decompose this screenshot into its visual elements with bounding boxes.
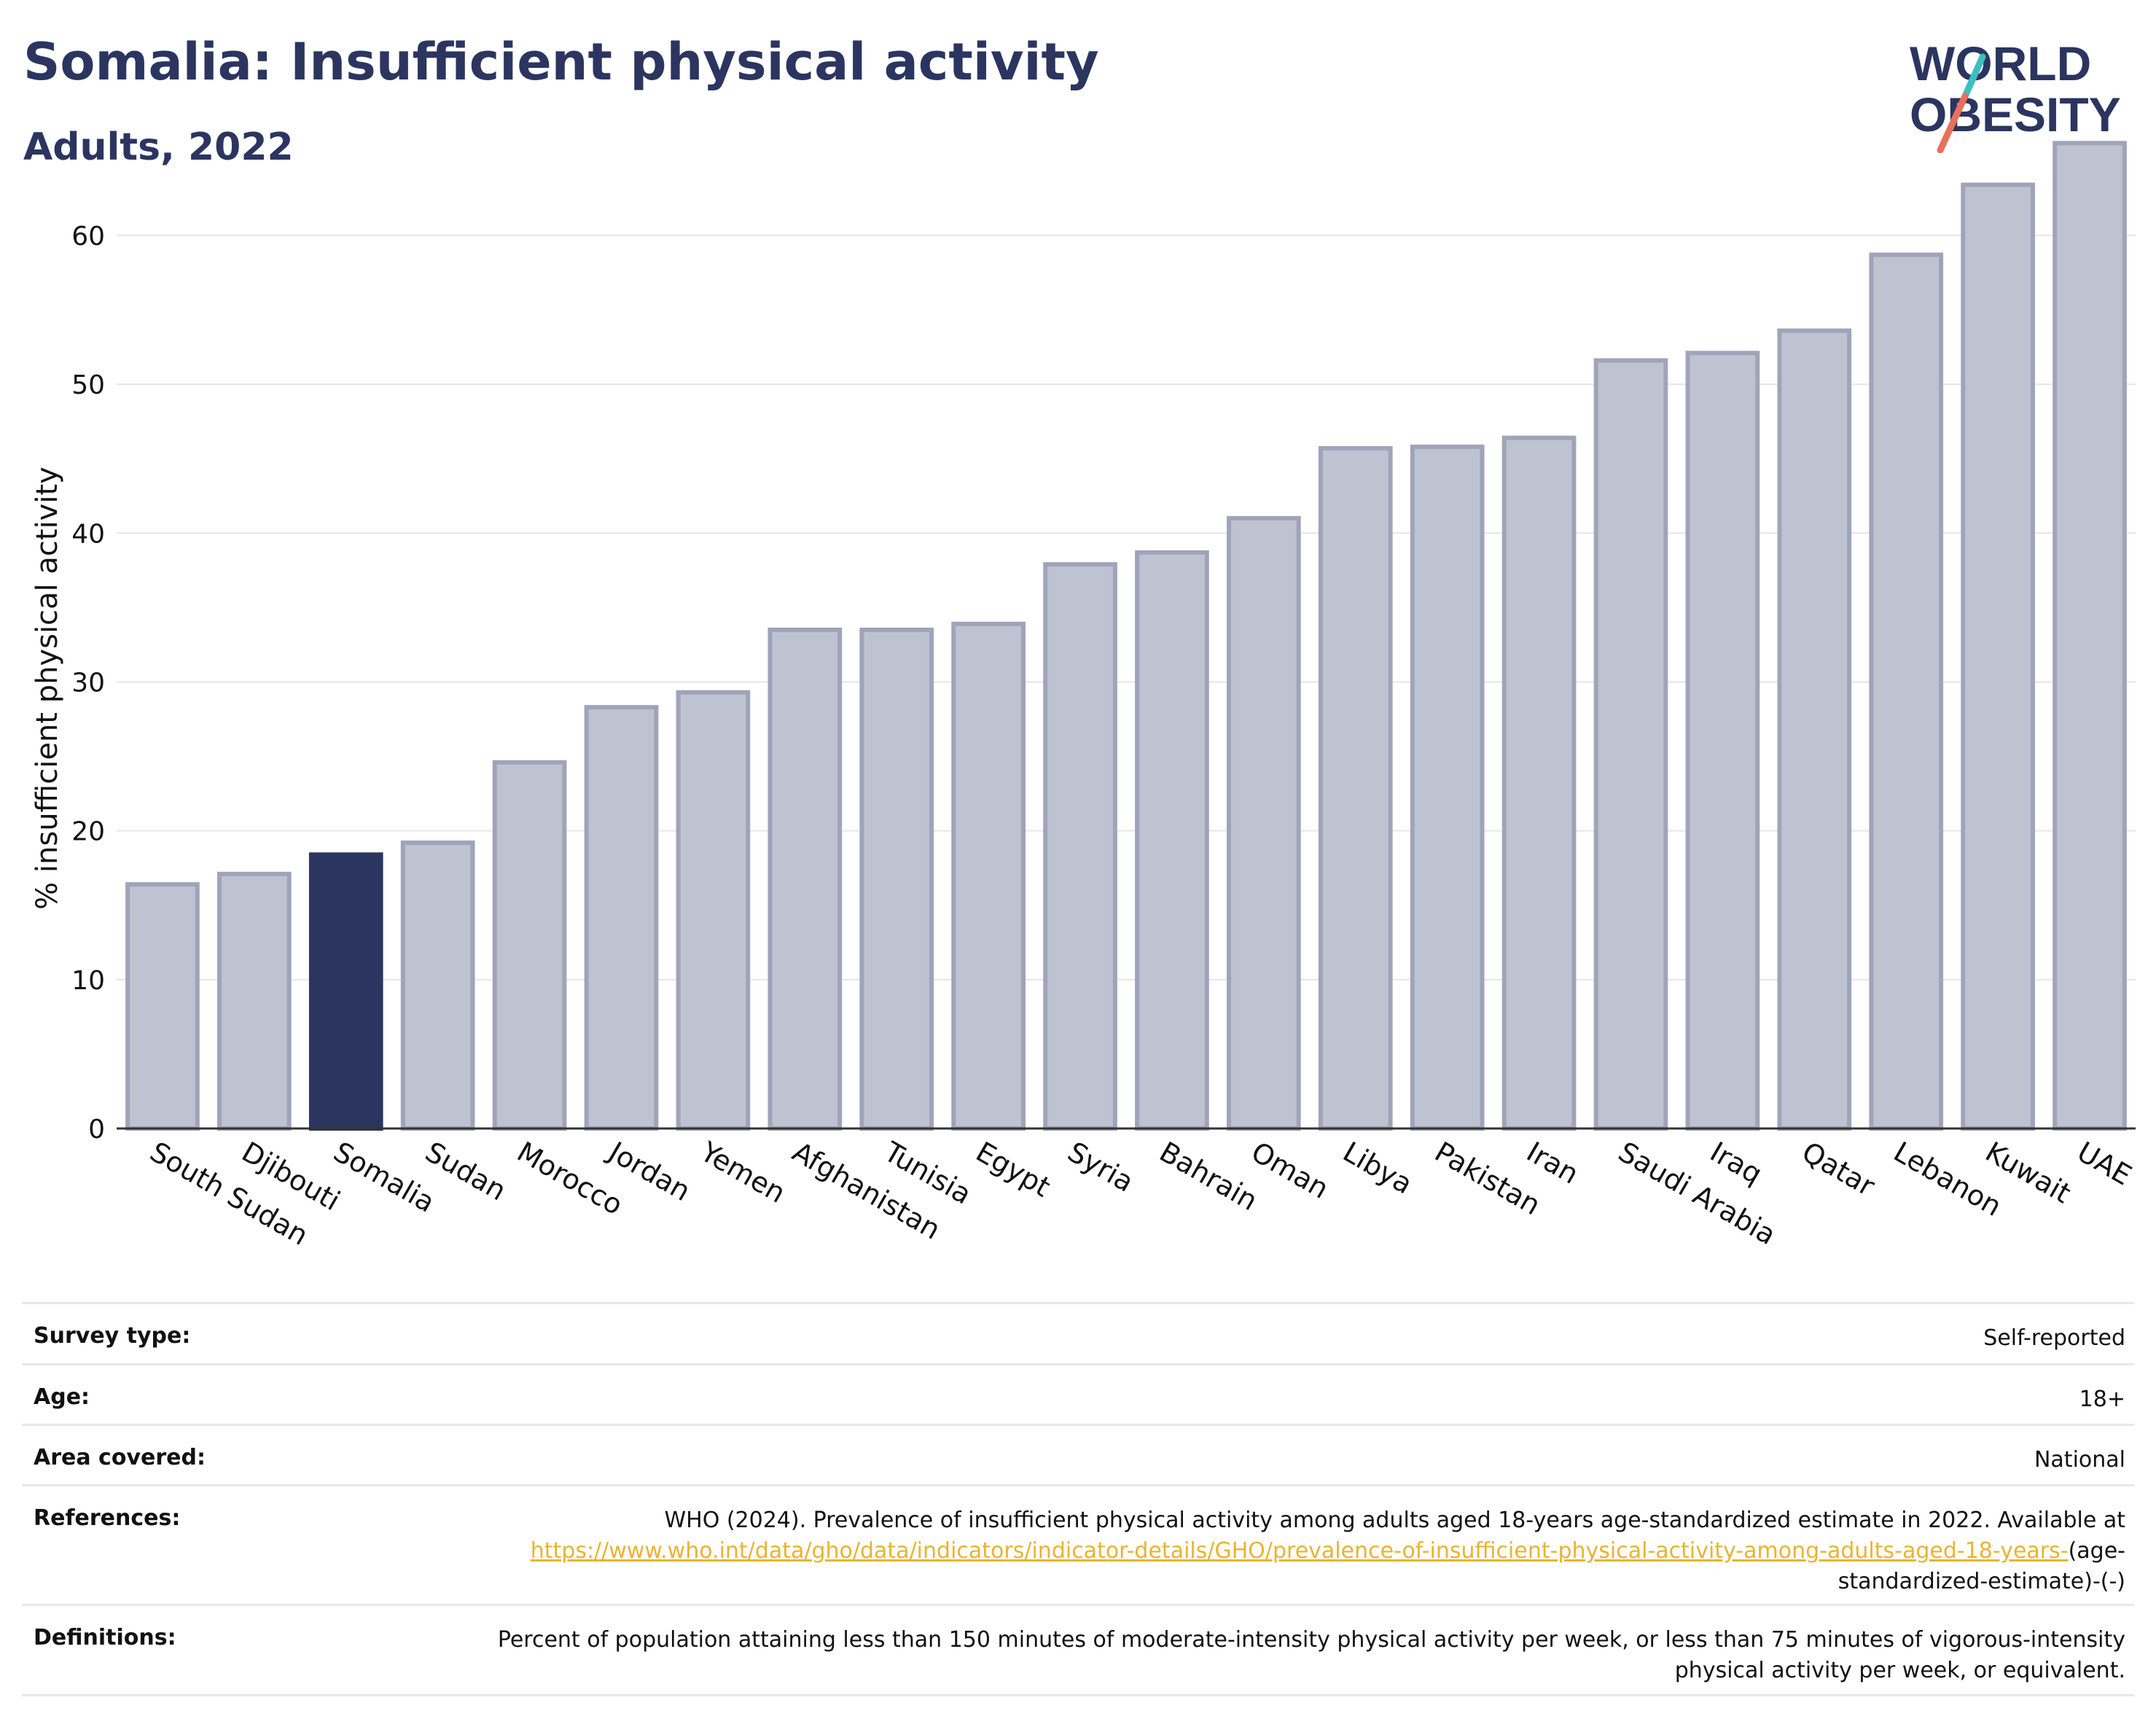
references-label: References: <box>34 1505 181 1531</box>
bar-oman <box>1227 515 1301 1131</box>
info-row-area: Area covered: National <box>22 1424 2134 1484</box>
age-label: Age: <box>34 1384 90 1410</box>
y-tick-labels: 0 10 20 30 40 50 60 <box>71 222 105 1145</box>
references-text: WHO (2024). Prevalence of insufficient p… <box>664 1508 2125 1533</box>
area-label: Area covered: <box>34 1445 206 1470</box>
bar-syria <box>1043 562 1117 1131</box>
bar-tunisia <box>859 628 934 1131</box>
bar-lebanon <box>1869 252 1944 1131</box>
y-tick-label: 10 <box>71 966 105 996</box>
x-tick-label: UAE <box>2072 1136 2137 1192</box>
references-value: WHO (2024). Prevalence of insufficient p… <box>449 1505 2125 1597</box>
x-tick-label: Morocco <box>512 1136 628 1222</box>
x-tick-label: Egypt <box>971 1136 1056 1204</box>
x-tick-label: Bahrain <box>1154 1136 1262 1217</box>
x-tick-label: Somalia <box>328 1136 440 1219</box>
bar-iraq <box>1685 351 1760 1131</box>
definitions-value: Percent of population attaining less tha… <box>497 1627 2125 1683</box>
x-tick-label: South Sudan <box>144 1136 313 1252</box>
info-row-definitions: Definitions: Percent of population attai… <box>22 1604 2134 1696</box>
bar-south-sudan <box>125 882 200 1131</box>
y-axis-label: % insufficient physical activity <box>31 467 64 910</box>
y-tick-label: 40 <box>71 519 105 549</box>
logo-line1: WORLD <box>1910 36 2091 90</box>
y-tick-label: 30 <box>71 668 105 698</box>
bar-uae <box>2053 141 2127 1131</box>
info-row-references: References: WHO (2024). Prevalence of in… <box>22 1484 2134 1604</box>
bar-somalia <box>308 852 383 1131</box>
y-tick-label: 20 <box>71 817 105 847</box>
logo-slash-coral <box>1937 93 1969 153</box>
bar-chart: 0 10 20 30 40 50 60 South SudanDjiboutiSomalia… <box>31 141 2137 1252</box>
bar-qatar <box>1777 328 1852 1131</box>
bar-afghanistan <box>768 628 843 1131</box>
area-value: National <box>2034 1447 2125 1473</box>
definitions-label: Definitions: <box>34 1625 176 1650</box>
info-row-survey-type: Survey type: Self-reported <box>22 1302 2134 1363</box>
bars <box>125 141 2127 1131</box>
x-tick-label: Iraq <box>1705 1136 1768 1190</box>
x-tick-label: Syria <box>1063 1136 1139 1198</box>
y-tick-label: 0 <box>88 1115 105 1145</box>
x-tick-label: Qatar <box>1797 1136 1880 1203</box>
bar-saudi-arabia <box>1593 358 1668 1131</box>
x-tick-label: Pakistan <box>1429 1136 1546 1222</box>
survey-type-value: Self-reported <box>1983 1325 2125 1351</box>
info-row-age: Age: 18+ <box>22 1363 2134 1424</box>
bar-djibouti <box>217 871 292 1131</box>
bar-pakistan <box>1410 444 1485 1131</box>
page-title: Somalia: Insufficient physical activity <box>23 32 1099 92</box>
bar-kuwait <box>1961 182 2035 1131</box>
x-tick-label: Libya <box>1337 1136 1418 1201</box>
bar-libya <box>1318 445 1393 1131</box>
x-tick-label: Iran <box>1521 1136 1584 1190</box>
y-tick-label: 60 <box>71 222 105 252</box>
bar-egypt <box>951 621 1026 1131</box>
bar-jordan <box>584 705 659 1131</box>
bar-iran <box>1501 435 1577 1131</box>
info-table: Survey type: Self-reported Age: 18+ Area… <box>22 1302 2134 1696</box>
page-subtitle: Adults, 2022 <box>23 125 294 169</box>
world-obesity-logo: WORLD OBESITY <box>1910 36 2121 153</box>
references-link[interactable]: https://www.who.int/data/gho/data/indica… <box>530 1538 2069 1564</box>
bar-morocco <box>492 760 567 1131</box>
bar-yemen <box>676 690 751 1131</box>
survey-type-label: Survey type: <box>34 1323 191 1349</box>
x-tick-label: Saudi Arabia <box>1613 1136 1781 1252</box>
references-suffix: (age-standardized-estimate)-(-) <box>1837 1538 2125 1594</box>
x-tick-label: Yemen <box>695 1135 791 1209</box>
logo-slash-teal <box>1961 53 1986 100</box>
y-tick-label: 50 <box>71 370 105 400</box>
bar-bahrain <box>1135 550 1209 1131</box>
age-value: 18+ <box>2079 1387 2125 1412</box>
bar-sudan <box>400 840 475 1131</box>
